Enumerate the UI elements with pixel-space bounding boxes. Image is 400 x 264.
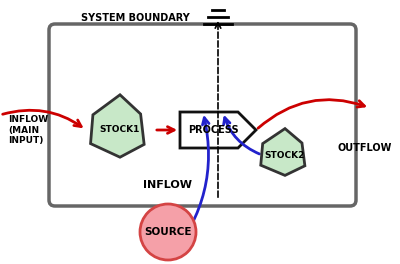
Text: INFLOW: INFLOW [144,180,192,190]
Circle shape [140,204,196,260]
Text: SOURCE: SOURCE [144,227,192,237]
Polygon shape [261,129,305,175]
Text: SYSTEM BOUNDARY: SYSTEM BOUNDARY [81,13,189,23]
Text: STOCK1: STOCK1 [100,125,140,134]
FancyBboxPatch shape [49,24,356,206]
Text: INFLOW
(MAIN
INPUT): INFLOW (MAIN INPUT) [8,115,48,145]
Polygon shape [180,112,256,148]
Polygon shape [90,95,144,157]
Text: PROCESS: PROCESS [188,125,239,135]
Text: OUTFLOW: OUTFLOW [338,143,392,153]
Text: STOCK2: STOCK2 [265,150,305,159]
